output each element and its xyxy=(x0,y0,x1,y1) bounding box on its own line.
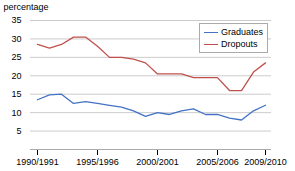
svg-text:20: 20 xyxy=(11,71,21,81)
svg-text:30: 30 xyxy=(11,34,21,44)
svg-text:2009/2010: 2009/2010 xyxy=(244,157,287,167)
svg-text:1995/1996: 1995/1996 xyxy=(76,157,119,167)
svg-text:15: 15 xyxy=(11,89,21,99)
svg-text:2005/2006: 2005/2006 xyxy=(196,157,239,167)
svg-text:2000/2001: 2000/2001 xyxy=(136,157,179,167)
svg-text:percentage: percentage xyxy=(4,2,49,12)
html-text:Dropouts: Dropouts xyxy=(221,39,258,49)
svg-text:35: 35 xyxy=(11,15,21,25)
html-text:Graduates: Graduates xyxy=(221,27,263,37)
svg-text:5: 5 xyxy=(16,126,21,136)
svg-text:25: 25 xyxy=(11,52,21,62)
svg-text:10: 10 xyxy=(11,108,21,118)
svg-text:1990/1991: 1990/1991 xyxy=(16,157,59,167)
